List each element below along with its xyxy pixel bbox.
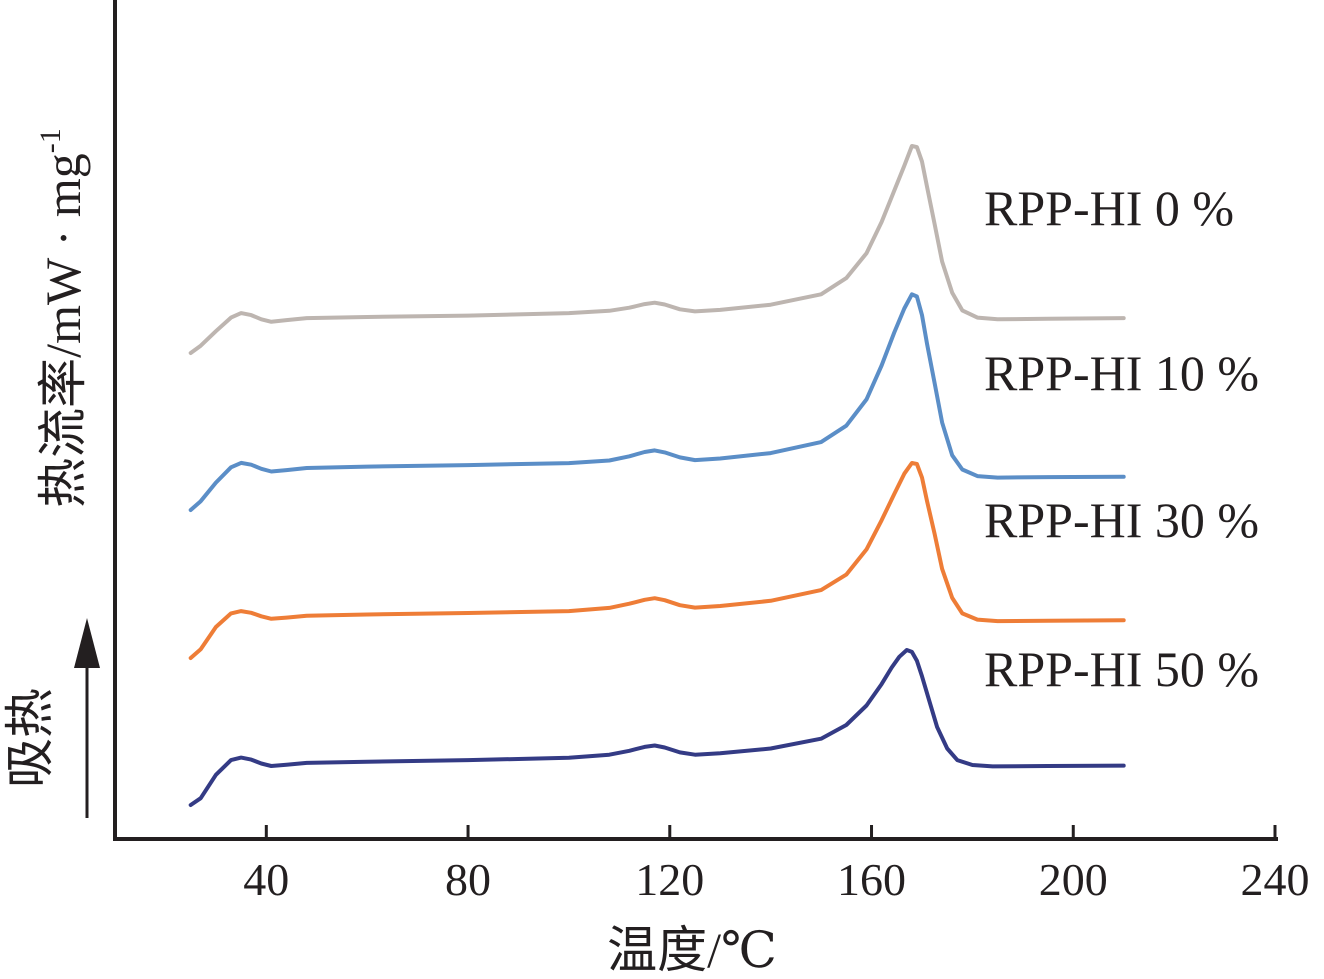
series-line-30pct bbox=[188, 461, 1126, 660]
x-ticks: 40 80 120 160 200 240 bbox=[243, 825, 1310, 905]
x-axis-title: 温度/℃ bbox=[607, 922, 777, 978]
series-label-50pct: RPP-HI 50 % bbox=[984, 641, 1259, 697]
series-labels: RPP-HI 0 % RPP-HI 10 % RPP-HI 30 % RPP-HI 5… bbox=[984, 180, 1259, 697]
series-layer bbox=[188, 144, 1126, 807]
x-tick-label: 160 bbox=[837, 854, 906, 905]
endotherm-arrow-head bbox=[74, 618, 100, 668]
series-label-10pct: RPP-HI 10 % bbox=[984, 345, 1259, 401]
series-line-50pct bbox=[188, 648, 1126, 807]
series-label-30pct: RPP-HI 30 % bbox=[984, 492, 1259, 548]
series-label-0pct: RPP-HI 0 % bbox=[984, 180, 1234, 236]
y-axis-title-main: 热流率/mW · mg bbox=[35, 153, 91, 508]
x-tick-label: 120 bbox=[635, 854, 704, 905]
x-tick-label: 240 bbox=[1241, 854, 1310, 905]
x-tick-label: 80 bbox=[445, 854, 491, 905]
x-tick-label: 200 bbox=[1039, 854, 1108, 905]
endotherm-label: 吸热 bbox=[2, 688, 58, 788]
x-tick-label: 40 bbox=[243, 854, 289, 905]
y-axis-title-superscript: -1 bbox=[34, 128, 67, 153]
series-line-10pct bbox=[188, 292, 1126, 512]
series-line-0pct bbox=[188, 144, 1126, 355]
y-axis-title: 热流率/mW · mg-1 bbox=[34, 128, 91, 508]
